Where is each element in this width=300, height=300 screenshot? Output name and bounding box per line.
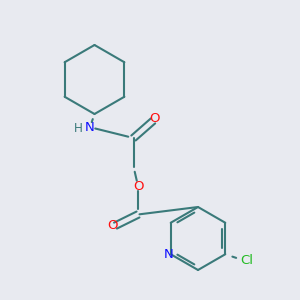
- Text: O: O: [107, 219, 118, 232]
- Text: O: O: [133, 179, 143, 193]
- Text: Cl: Cl: [241, 254, 254, 267]
- Text: N: N: [164, 248, 173, 261]
- Text: H: H: [74, 122, 83, 135]
- Text: O: O: [149, 112, 160, 125]
- Text: N: N: [85, 121, 95, 134]
